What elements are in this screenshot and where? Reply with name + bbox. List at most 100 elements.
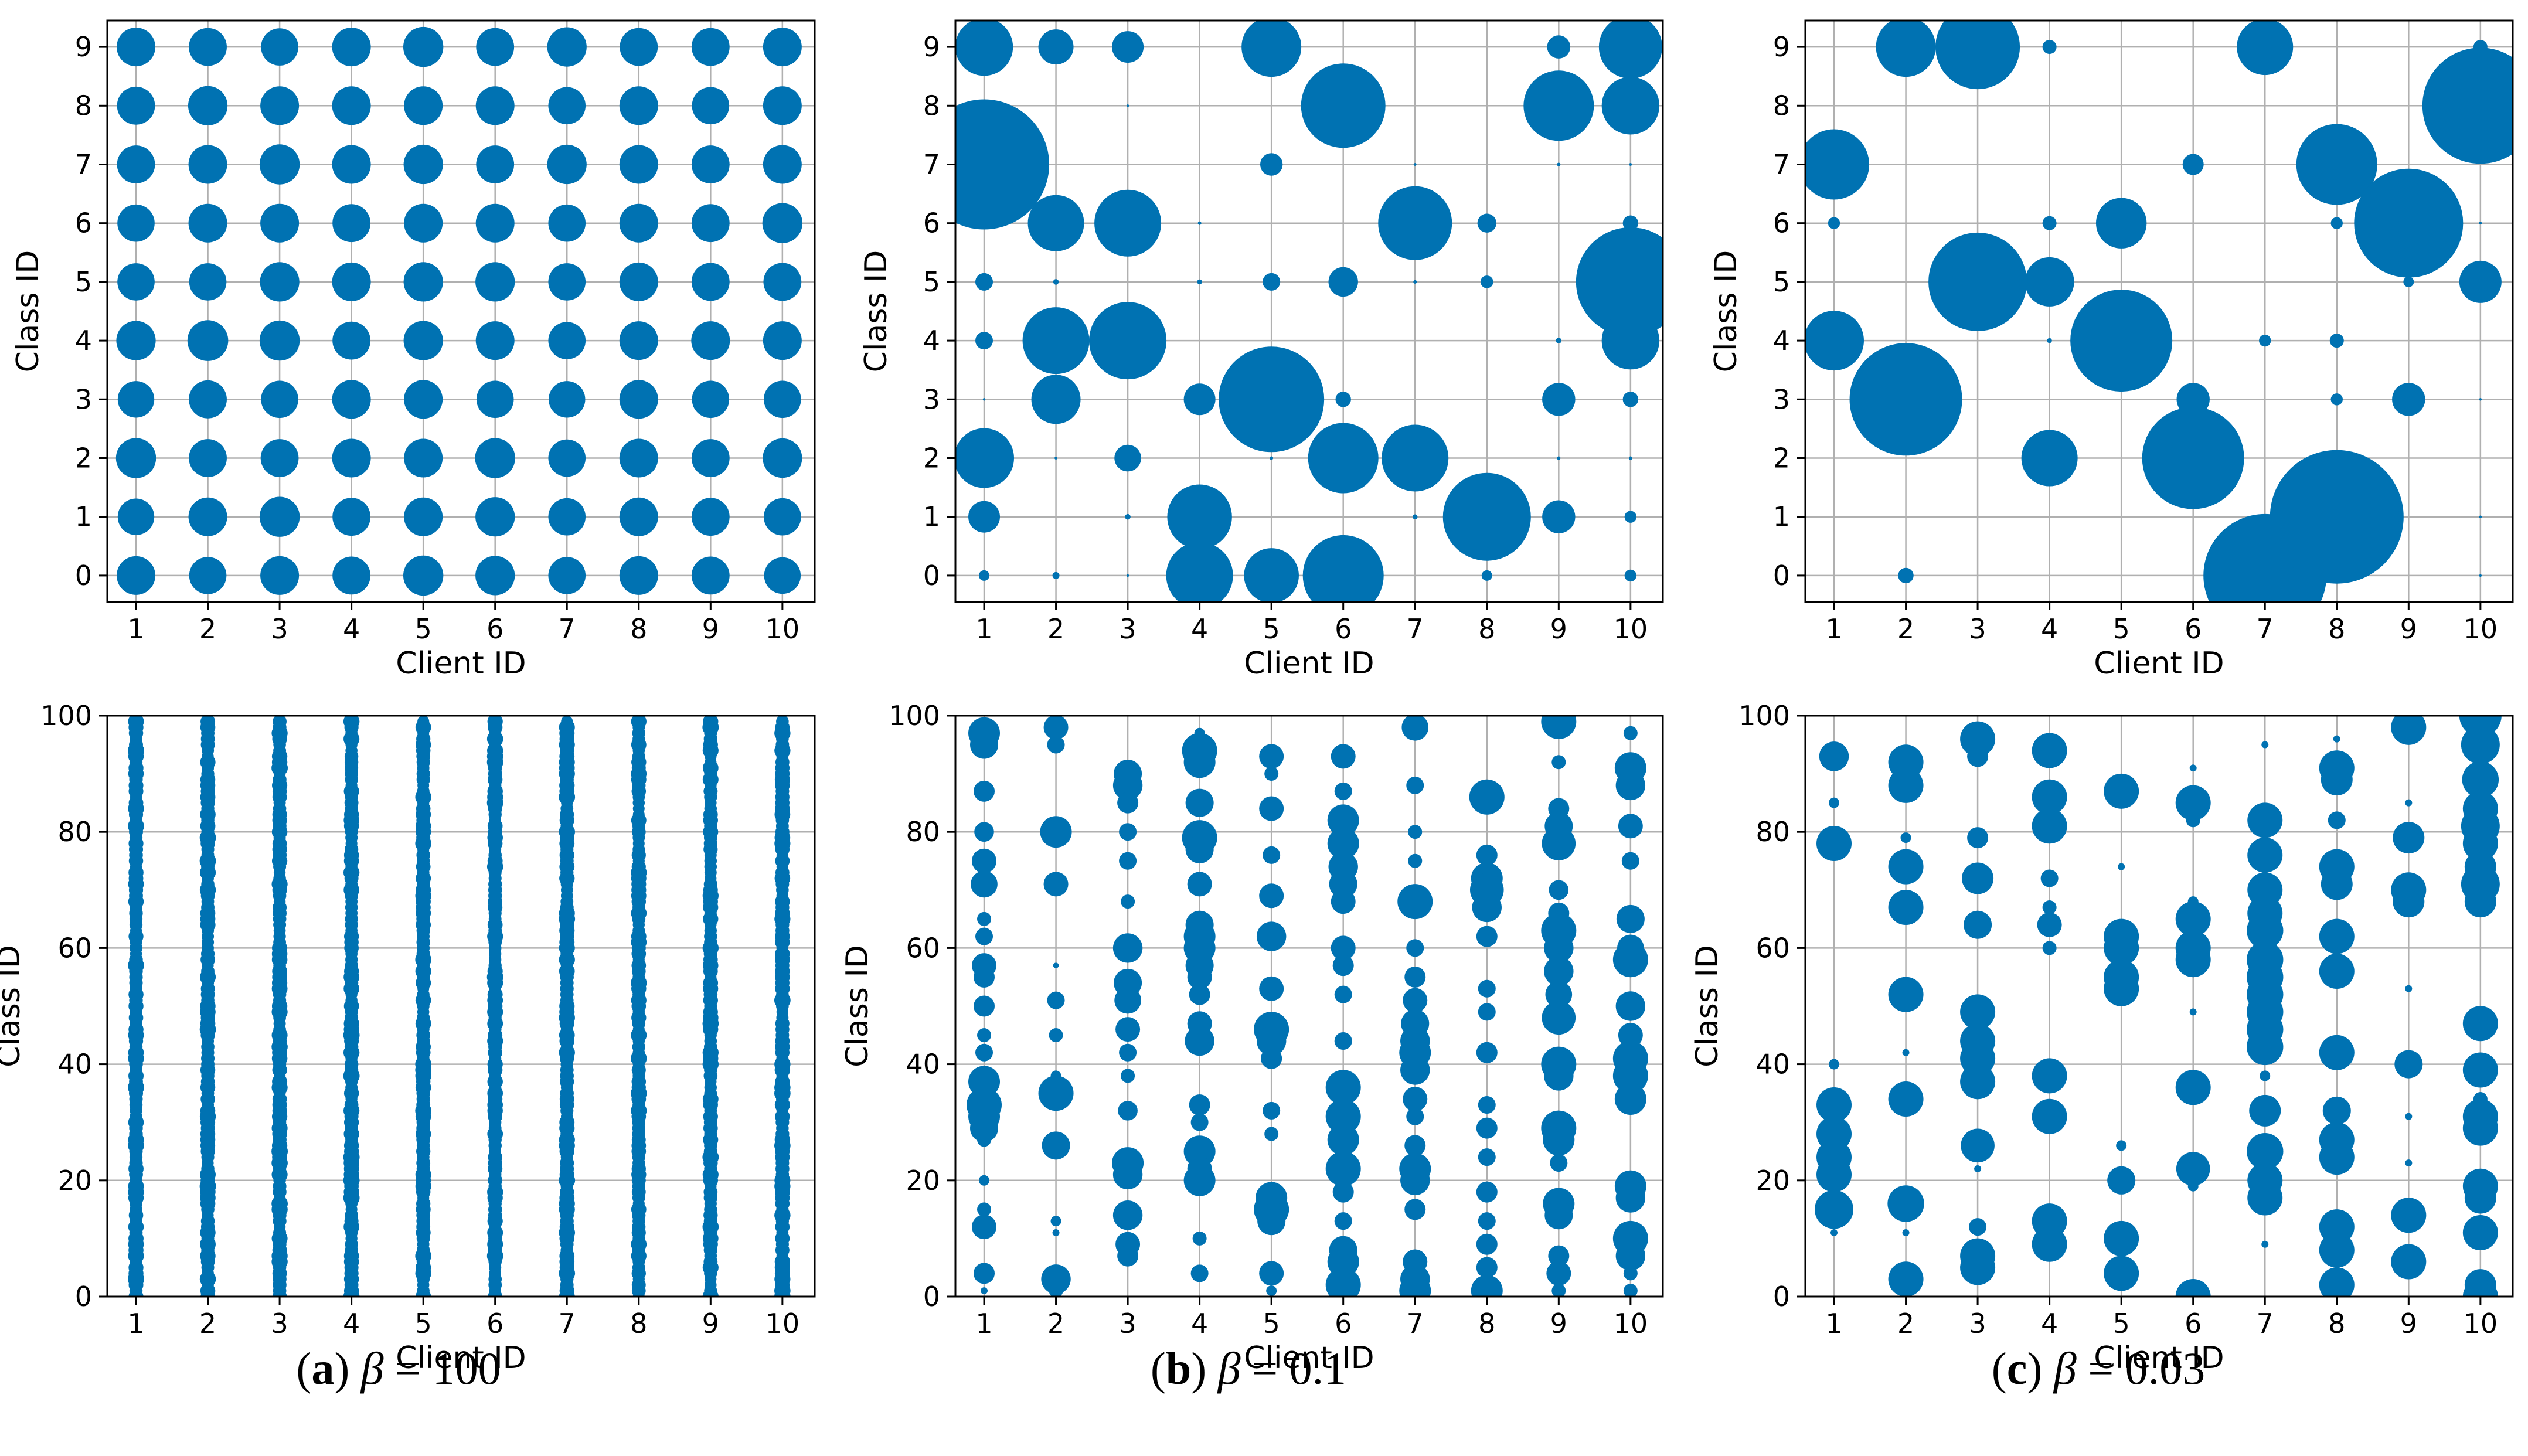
data-point: [2175, 901, 2211, 937]
data-point: [189, 28, 227, 66]
axes-frame: [1804, 715, 2514, 1298]
data-point: [1052, 571, 1060, 579]
data-point: [1118, 1101, 1138, 1121]
data-point: [475, 556, 515, 596]
data-point: [261, 28, 298, 66]
data-point: [548, 322, 586, 359]
data-point: [1928, 232, 2027, 331]
y-tick-label: 7: [923, 148, 940, 180]
y-tick-label: 80: [1755, 816, 1790, 848]
data-point: [1960, 721, 1996, 757]
data-point: [475, 262, 515, 302]
data-point: [188, 86, 228, 125]
y-tick-label: 6: [1773, 207, 1790, 239]
data-point: [1615, 770, 1646, 801]
data-point: [1334, 782, 1352, 800]
data-point: [1830, 1229, 1838, 1236]
marker-group: [1805, 21, 2513, 602]
y-tick-label: 3: [923, 383, 940, 415]
data-point: [1117, 1245, 1139, 1267]
data-point: [2405, 799, 2413, 807]
y-axis-label: Class ID: [840, 945, 875, 1067]
x-tick-label: 6: [1335, 1308, 1352, 1339]
data-point: [1119, 823, 1137, 841]
data-point: [981, 1287, 988, 1295]
data-point: [1888, 767, 1924, 803]
data-point: [1089, 302, 1167, 380]
y-tick-label: 100: [889, 700, 940, 732]
data-point: [2330, 217, 2343, 229]
data-point: [117, 556, 156, 595]
data-point: [2321, 868, 2353, 900]
data-point: [1401, 716, 1429, 741]
data-point: [1816, 1156, 1852, 1192]
y-tick-label: 40: [906, 1049, 940, 1080]
data-point: [2464, 1182, 2496, 1214]
y-tick-label: 4: [75, 325, 92, 356]
data-point: [2462, 1110, 2498, 1146]
data-point: [1301, 63, 1386, 148]
data-point: [1523, 70, 1594, 141]
data-point: [404, 380, 443, 419]
data-point: [970, 1114, 999, 1142]
data-point: [2462, 1279, 2498, 1297]
x-tick-label: 5: [1263, 1308, 1280, 1339]
data-point: [273, 716, 287, 729]
x-tick-label: 3: [1969, 613, 1986, 645]
marker-group: [967, 716, 1648, 1297]
x-tick-label: 2: [199, 1308, 216, 1339]
data-point: [189, 439, 227, 477]
data-point: [2175, 942, 2211, 978]
x-tick-label: 2: [1047, 1308, 1064, 1339]
data-point: [2270, 450, 2404, 584]
data-point: [2104, 1256, 2139, 1291]
y-tick-label: 4: [923, 325, 940, 356]
data-point: [764, 557, 801, 594]
data-point: [691, 498, 730, 536]
data-point: [762, 203, 803, 243]
data-point: [2403, 276, 2414, 287]
x-tick-label: 7: [559, 613, 576, 645]
data-point: [2319, 1232, 2355, 1268]
data-point: [2070, 290, 2173, 392]
data-point: [974, 1263, 995, 1284]
data-point: [547, 144, 587, 185]
x-tick-label: 2: [1897, 1308, 1914, 1339]
data-point: [189, 557, 227, 594]
data-point: [1302, 535, 1384, 602]
data-point: [2182, 154, 2204, 175]
data-point: [1047, 991, 1065, 1009]
data-point: [1408, 853, 1423, 868]
data-point: [332, 204, 371, 243]
data-point: [975, 927, 993, 945]
data-point: [117, 498, 155, 535]
data-point: [1543, 1124, 1575, 1156]
data-point: [2330, 393, 2343, 406]
data-point: [1623, 1266, 1638, 1281]
y-tick-label: 7: [75, 148, 92, 180]
data-point: [691, 204, 730, 243]
data-point: [1404, 1135, 1426, 1156]
x-tick-label: 9: [702, 613, 719, 645]
data-point: [1166, 542, 1233, 602]
data-point: [117, 204, 155, 242]
data-point: [549, 381, 586, 418]
data-point: [403, 26, 444, 67]
y-tick-label: 20: [57, 1165, 92, 1196]
data-point: [1478, 979, 1496, 998]
data-point: [1115, 1017, 1141, 1042]
data-point: [2319, 1035, 2355, 1070]
data-point: [260, 203, 300, 243]
data-point: [2391, 1198, 2427, 1233]
data-point: [476, 28, 515, 66]
data-point: [117, 263, 155, 301]
data-point: [1126, 104, 1129, 107]
data-point: [404, 438, 443, 478]
x-tick-label: 1: [975, 1308, 992, 1339]
x-tick-label: 6: [2185, 1308, 2202, 1339]
data-point: [2104, 930, 2139, 966]
data-point: [1961, 1128, 1995, 1163]
